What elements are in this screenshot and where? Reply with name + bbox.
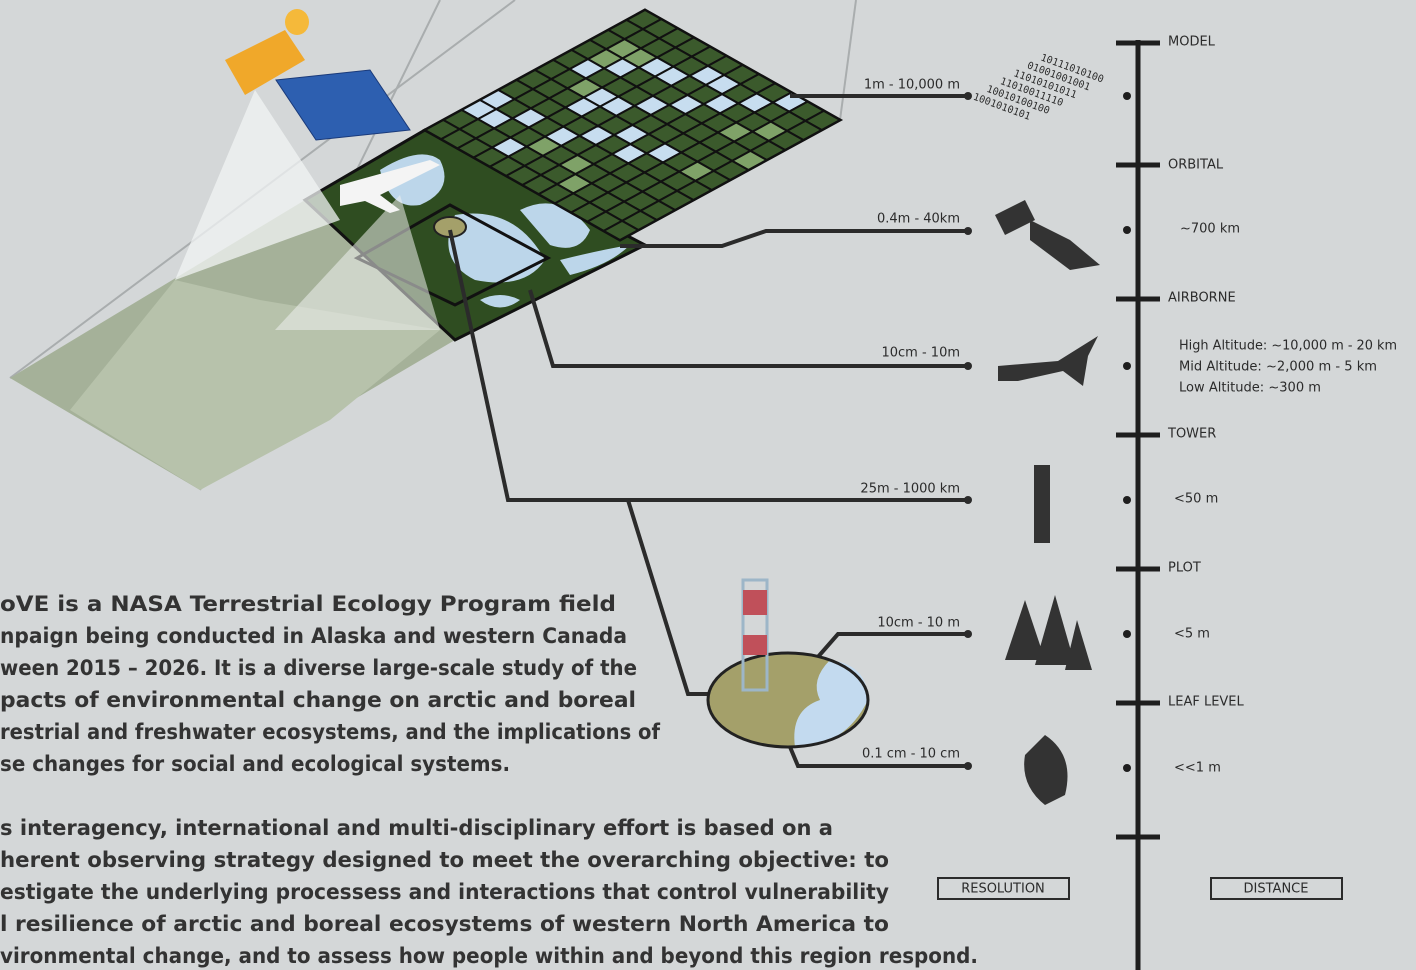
scale-icons xyxy=(995,200,1100,805)
altitude-label: Low Altitude: ~300 m xyxy=(1179,381,1321,396)
leader-dots xyxy=(964,92,972,770)
paragraph-line: restrial and freshwater ecosystems, and … xyxy=(0,720,661,744)
ground-lit xyxy=(70,280,440,490)
level-label: PLOT xyxy=(1168,561,1201,576)
altitude-label: Mid Altitude: ~2,000 m - 5 km xyxy=(1179,360,1377,375)
resolution-label: 10cm - 10m xyxy=(881,346,960,361)
paragraph-line: vironmental change, and to assess how pe… xyxy=(0,944,978,968)
paragraph-line: l resilience of arctic and boreal ecosys… xyxy=(0,912,889,936)
paragraph-line: pacts of environmental change on arctic … xyxy=(0,688,636,712)
level-label: LEAF LEVEL xyxy=(1168,695,1245,710)
paragraph-line: herent observing strategy designed to me… xyxy=(0,848,889,872)
resolution-label: 1m - 10,000 m xyxy=(864,78,960,93)
paragraph-line: npaign being conducted in Alaska and wes… xyxy=(0,624,627,648)
paragraphs: oVE is a NASA Terrestrial Ecology Progra… xyxy=(0,592,978,968)
distance-label: <<1 m xyxy=(1174,761,1221,776)
resolution-label: 10cm - 10 m xyxy=(877,616,960,631)
level-label: MODEL xyxy=(1168,35,1216,50)
plane-beam xyxy=(275,195,440,330)
distance-box xyxy=(1210,877,1343,900)
paragraph-line: ween 2015 – 2026. It is a diverse large-… xyxy=(0,656,637,680)
plot-icon xyxy=(706,578,870,749)
grid-cell xyxy=(601,219,641,242)
distance-label: <5 m xyxy=(1174,627,1210,642)
resolution-heading: RESOLUTION xyxy=(961,882,1045,897)
distance-heading: DISTANCE xyxy=(1244,882,1309,897)
distance-label: ~700 km xyxy=(1180,222,1240,237)
resolution-label: 0.1 cm - 10 cm xyxy=(862,747,960,762)
paragraph-line: s interagency, international and multi-d… xyxy=(0,816,833,840)
resolution-label: 25m - 1000 km xyxy=(860,482,960,497)
resolution-box xyxy=(937,877,1070,900)
resolution-label: 0.4m - 40km xyxy=(877,212,960,227)
level-label: ORBITAL xyxy=(1168,158,1224,173)
satellite-icon xyxy=(225,9,411,141)
altitude-label: High Altitude: ~10,000 m - 20 km xyxy=(1179,339,1397,354)
scale-dots xyxy=(1123,92,1131,772)
distance-label: <50 m xyxy=(1174,492,1218,507)
paragraph-line: oVE is a NASA Terrestrial Ecology Progra… xyxy=(0,592,616,616)
paragraph-line: estigate the underlying processess and i… xyxy=(0,880,889,904)
satellite-beam xyxy=(175,90,340,280)
level-label: AIRBORNE xyxy=(1168,291,1236,306)
scale-ticks xyxy=(1116,40,1160,840)
level-label: TOWER xyxy=(1167,427,1216,442)
paragraph-line: se changes for social and ecological sys… xyxy=(0,752,510,776)
grid-cells xyxy=(422,8,843,242)
plane-icon xyxy=(340,160,440,213)
